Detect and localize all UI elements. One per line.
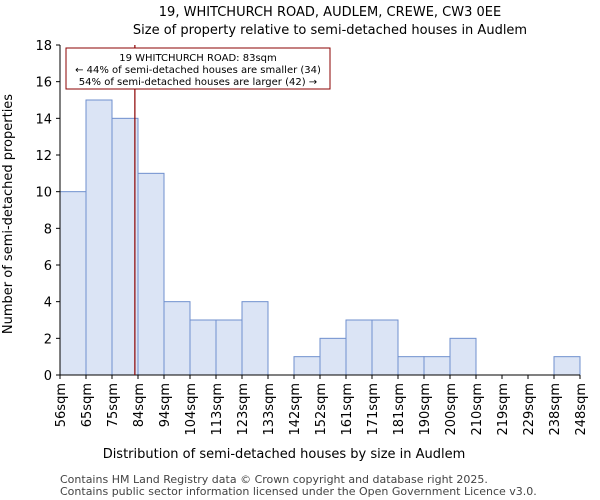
x-tick-label: 75sqm [106, 383, 121, 427]
bar-84sqm [137, 172, 165, 376]
x-tick-label: 200sqm [444, 383, 459, 436]
y-tick-label: 0 [44, 369, 52, 384]
bar-238sqm [553, 356, 581, 376]
y-tick-label: 8 [44, 222, 52, 237]
x-tick-label: 171sqm [366, 383, 381, 436]
annotation-line1: 19 WHITCHURCH ROAD: 83sqm [119, 53, 277, 64]
annotation-line3: 54% of semi-detached houses are larger (… [79, 77, 317, 88]
bar-56sqm [59, 191, 87, 376]
x-tick-label: 104sqm [184, 383, 199, 436]
bar-113sqm [215, 319, 243, 376]
x-tick-label: 142sqm [288, 383, 303, 436]
x-tick-label: 113sqm [210, 383, 225, 436]
bar-161sqm [345, 319, 373, 376]
bar-94sqm [163, 301, 191, 376]
x-tick-label: 161sqm [340, 383, 355, 436]
y-tick-label: 4 [44, 296, 52, 311]
x-tick-label: 210sqm [470, 383, 485, 436]
x-tick-label: 65sqm [80, 383, 95, 427]
x-tick-label: 190sqm [418, 383, 433, 436]
y-tick-label: 10 [35, 186, 52, 201]
x-tick-label: 152sqm [314, 383, 329, 436]
y-tick-label: 16 [35, 76, 52, 91]
x-axis-label: Distribution of semi-detached houses by … [103, 447, 466, 462]
x-tick-label: 238sqm [548, 383, 563, 436]
x-tick-label: 84sqm [132, 383, 147, 427]
x-tick-label: 123sqm [236, 383, 251, 436]
y-tick-label: 18 [35, 39, 52, 54]
x-tick-label: 133sqm [262, 383, 277, 436]
y-tick-label: 2 [44, 332, 52, 347]
bars-group [59, 99, 581, 376]
y-tick-label: 14 [35, 112, 52, 127]
bar-123sqm [241, 301, 269, 376]
bar-65sqm [85, 99, 113, 376]
x-tick-label: 181sqm [392, 383, 407, 436]
bar-190sqm [423, 356, 451, 376]
y-axis-label: Number of semi-detached properties [1, 94, 16, 334]
y-tick-label: 12 [35, 149, 52, 164]
bar-152sqm [319, 337, 347, 376]
x-tick-label: 56sqm [54, 383, 69, 427]
y-tick-label: 6 [44, 259, 52, 274]
x-tick-label: 248sqm [574, 383, 589, 436]
x-tick-label: 219sqm [496, 383, 511, 436]
annotation-line2: ← 44% of semi-detached houses are smalle… [75, 65, 321, 76]
x-tick-label: 94sqm [158, 383, 173, 427]
bar-200sqm [449, 337, 477, 376]
chart-title-line1: 19, WHITCHURCH ROAD, AUDLEM, CREWE, CW3 … [159, 5, 501, 20]
x-axis-ticks: 56sqm 65sqm 75sqm 84sqm 94sqm 104sqm 113sqm 123… [54, 375, 589, 436]
y-axis-ticks: 0 2 4 6 8 10 12 14 16 18 [35, 39, 60, 384]
bar-104sqm [189, 319, 217, 376]
bar-171sqm [371, 319, 399, 376]
footer-line2: Contains public sector information licen… [60, 485, 537, 498]
annotation-box: 19 WHITCHURCH ROAD: 83sqm ← 44% of semi-… [65, 47, 331, 90]
bar-181sqm [397, 356, 425, 376]
bar-75sqm [111, 117, 139, 376]
bar-142sqm [293, 356, 321, 376]
x-tick-label: 229sqm [522, 383, 537, 436]
chart-title-line2: Size of property relative to semi-detach… [133, 23, 527, 38]
footer-line1: Contains HM Land Registry data © Crown c… [60, 473, 488, 486]
